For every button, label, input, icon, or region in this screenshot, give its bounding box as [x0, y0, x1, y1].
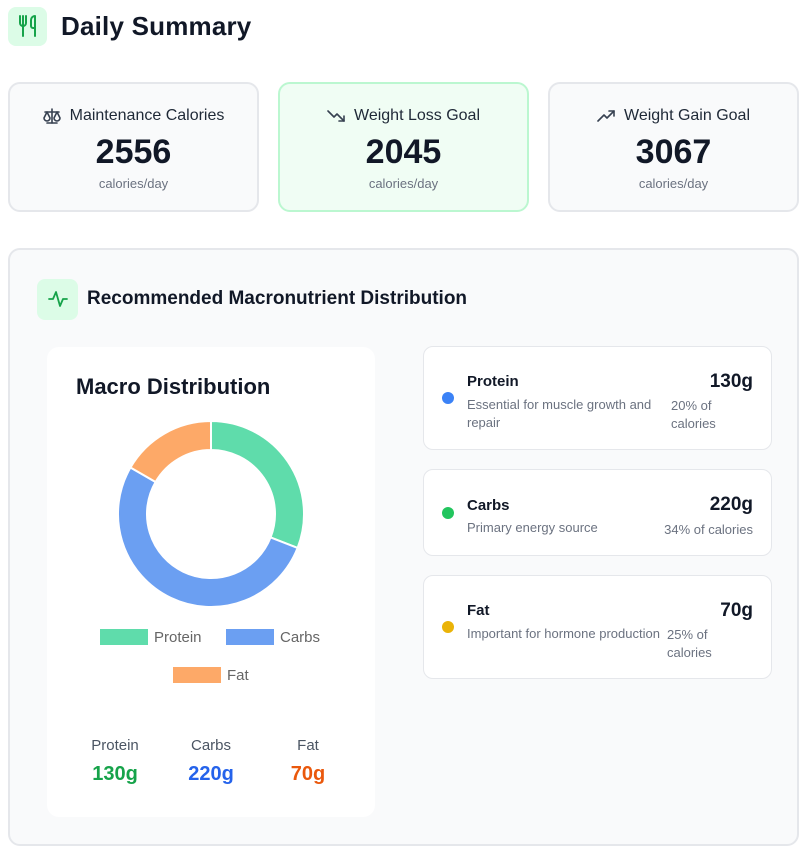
legend-swatch — [173, 667, 221, 683]
macro-pct: 20% of calories — [671, 398, 716, 431]
panel-header: Recommended Macronutrient Distribution — [37, 278, 467, 320]
macro-desc: Essential for muscle growth and repair — [467, 397, 652, 430]
card-value: 2556 — [95, 133, 172, 171]
legend-swatch — [226, 629, 274, 645]
macro-card-carbs: Carbs Primary energy source 220g 34% of … — [423, 469, 772, 556]
summary-value: 130g — [92, 763, 138, 785]
summary-protein: Protein 130g — [67, 737, 163, 786]
macro-dot — [442, 621, 454, 633]
trending-up-icon — [597, 110, 615, 122]
summary-value: 220g — [188, 763, 234, 785]
donut-slice-protein[interactable] — [210, 419, 305, 550]
donut-slice-carbs[interactable] — [117, 466, 299, 607]
weight-gain-goal-card: Weight Gain Goal 3067 calories/day — [548, 82, 799, 212]
legend-protein[interactable]: Protein — [100, 628, 202, 646]
card-label: Weight Loss Goal — [354, 107, 480, 124]
donut-slice-fat[interactable] — [129, 419, 212, 484]
card-value: 3067 — [635, 133, 712, 171]
chart-title: Macro Distribution — [76, 374, 271, 399]
page-title: Daily Summary — [61, 10, 252, 41]
donut-chart — [117, 419, 305, 607]
summary-label: Fat — [297, 737, 319, 754]
card-unit: calories/day — [638, 176, 709, 191]
macro-grams: 70g — [720, 600, 753, 621]
macro-pct: 25% of calories — [667, 627, 712, 660]
legend-label: Protein — [154, 628, 202, 646]
summary-fat: Fat 70g — [260, 737, 356, 786]
legend-swatch — [100, 629, 148, 645]
macro-card-fat: Fat Important for hormone production 70g… — [423, 575, 772, 679]
card-label: Maintenance Calories — [69, 107, 225, 124]
card-unit: calories/day — [368, 176, 439, 191]
calorie-cards: Maintenance Calories 2556 calories/day W… — [8, 82, 799, 212]
page-header: Daily Summary — [8, 6, 251, 46]
activity-icon — [37, 278, 78, 320]
macro-dot — [442, 507, 454, 519]
macro-name: Protein — [467, 373, 519, 390]
macro-chart-card: Macro Distribution Protein Carbs Fat Pro… — [47, 347, 375, 817]
card-value: 2045 — [365, 133, 442, 171]
macro-card-protein: Protein Essential for muscle growth and … — [423, 346, 772, 450]
macro-grams: 130g — [709, 371, 753, 392]
maintenance-calories-card: Maintenance Calories 2556 calories/day — [8, 82, 259, 212]
macro-dot — [442, 392, 454, 404]
summary-label: Carbs — [190, 737, 231, 754]
macronutrient-panel: Recommended Macronutrient Distribution M… — [8, 248, 799, 846]
card-label: Weight Gain Goal — [624, 107, 750, 124]
summary-label: Protein — [91, 737, 139, 754]
card-unit: calories/day — [98, 176, 169, 191]
macro-desc: Primary energy source — [467, 520, 598, 535]
macro-grams: 220g — [709, 494, 753, 515]
weight-loss-goal-card: Weight Loss Goal 2045 calories/day — [278, 82, 529, 212]
legend-label: Fat — [227, 666, 249, 684]
legend-carbs[interactable]: Carbs — [226, 628, 321, 646]
summary-value: 70g — [290, 763, 326, 785]
macro-pct: 34% of calories — [664, 522, 753, 537]
macro-desc: Important for hormone production — [467, 626, 660, 641]
summary-carbs: Carbs 220g — [163, 737, 259, 786]
legend-label: Carbs — [280, 628, 321, 646]
utensils-icon — [8, 6, 47, 46]
macro-name: Fat — [467, 602, 490, 619]
macro-name: Carbs — [467, 497, 510, 514]
scale-icon — [42, 108, 61, 124]
trending-down-icon — [327, 110, 345, 122]
legend-fat[interactable]: Fat — [173, 666, 249, 684]
panel-title: Recommended Macronutrient Distribution — [87, 288, 468, 309]
